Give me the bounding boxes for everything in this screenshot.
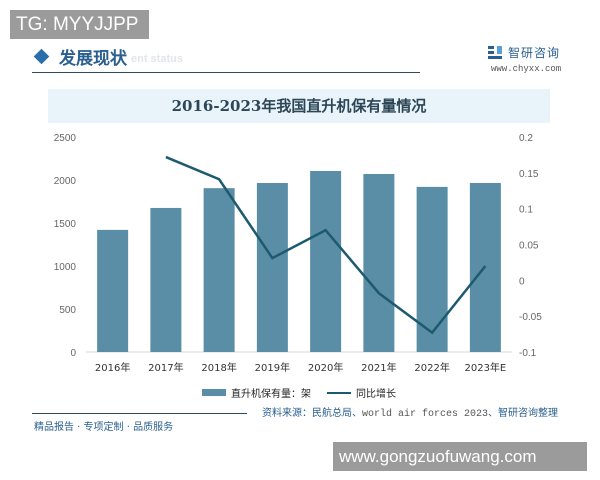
data-source: 资料来源：民航总局、world air forces 2023、智研咨询整理: [262, 404, 558, 420]
right-axis-tick: -0.1: [519, 348, 537, 359]
growth-line-series: [165, 155, 487, 335]
x-axis-category: 2022年: [414, 361, 449, 374]
x-axis-category: 2021年: [361, 361, 396, 374]
chart-legend: 直升机保有量：架 同比增长: [202, 385, 396, 400]
section-header: 发展现状 ent status: [33, 44, 183, 69]
legend-bar-swatch: [202, 389, 226, 396]
right-y-axis: -0.1 -0.05 0 0.05 0.1 0.15 0.2: [519, 133, 542, 359]
legend-line-swatch: [327, 391, 351, 394]
right-axis-tick: 0.15: [519, 169, 539, 180]
right-axis-tick: 0: [519, 276, 525, 287]
source-suffix: 、智研咨询整理: [488, 408, 559, 419]
bar: [203, 188, 235, 352]
bar: [150, 207, 182, 352]
section-title: 发展现状: [59, 49, 127, 69]
bar: [416, 186, 448, 352]
x-axis-category: 2019年: [255, 361, 290, 374]
footer-slogan: 精品报告 · 专项定制 · 品质服务: [34, 422, 174, 433]
header-divider: [32, 72, 420, 73]
source-prefix: 资料来源：民航总局、: [262, 408, 362, 419]
legend-line-label: 同比增长: [356, 389, 396, 400]
x-axis-categories: 2016年 2017年 2018年 2019年 2020年 2021年 2022年 2023年…: [95, 361, 506, 374]
right-axis-tick: 0.05: [519, 241, 539, 252]
chart-title: 2016-2023年我国直升机保有量情况: [171, 97, 427, 115]
source-english: world air forces 2023: [362, 409, 489, 420]
brand-name: 智研咨询: [508, 46, 561, 60]
footer-divider: [32, 413, 247, 414]
right-axis-tick: 0.1: [519, 205, 533, 216]
left-axis-tick: 0: [70, 348, 76, 359]
left-axis-tick: 500: [59, 305, 76, 316]
left-y-axis: 0 500 1000 1500 2000 2500: [54, 133, 77, 359]
bar-series: [97, 170, 501, 352]
x-axis-category: 2016年: [95, 361, 130, 374]
chart-title-band: 2016-2023年我国直升机保有量情况: [48, 89, 550, 123]
bottom-watermark-badge: www.gongzuofuwang.com: [333, 442, 587, 471]
legend-bar-label: 直升机保有量：架: [231, 389, 311, 400]
bar: [310, 170, 342, 352]
x-axis-category: 2018年: [201, 361, 236, 374]
right-axis-tick: -0.05: [519, 312, 542, 323]
bar: [256, 183, 288, 352]
left-axis-tick: 2500: [54, 133, 77, 144]
top-watermark-badge: TG: MYYJJPP: [10, 10, 149, 39]
x-axis-category: 2017年: [148, 361, 183, 374]
brand-url: www.chyxx.com: [491, 64, 562, 74]
left-axis-tick: 1500: [54, 219, 77, 230]
left-axis-tick: 2000: [54, 176, 77, 187]
brand-logo-block: 智研咨询: [488, 44, 560, 61]
right-axis-tick: 0.2: [519, 133, 533, 144]
bar: [363, 173, 395, 352]
x-axis-category: 2023年E: [464, 361, 506, 374]
section-subtitle: ent status: [131, 52, 183, 65]
bar: [97, 229, 129, 352]
x-axis-category: 2020年: [308, 361, 343, 374]
left-axis-tick: 1000: [54, 262, 77, 273]
brand-logo-icon: [488, 45, 502, 59]
